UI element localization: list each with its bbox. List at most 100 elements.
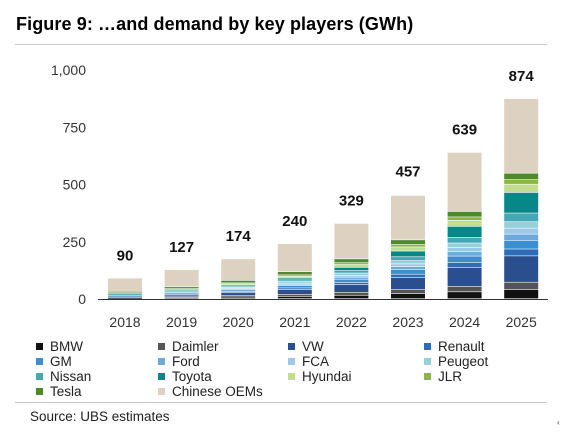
bar-total-label: 127	[169, 239, 194, 256]
bar-segment-chinese-oems	[334, 223, 369, 259]
bar-segment-gm	[221, 290, 256, 292]
bar-segment-tesla	[504, 173, 539, 180]
bar-segment-bmw	[334, 295, 369, 299]
bar-segment-peugeot	[277, 281, 312, 283]
bar-segment-chinese-oems	[164, 269, 199, 287]
bar-segment-jlr	[391, 244, 425, 247]
bar-segment-nissan	[447, 237, 482, 243]
bar-segment-peugeot	[391, 260, 425, 264]
legend-item: Hyundai	[288, 369, 352, 384]
bar-segment-jlr	[277, 275, 312, 276]
legend-item: JLR	[424, 368, 463, 384]
bar-segment-vw	[277, 289, 312, 295]
bar-segment-peugeot	[221, 287, 256, 289]
bar-segment-gm	[504, 240, 539, 249]
legend-item: Ford	[158, 354, 200, 369]
legend-item: VW	[288, 338, 324, 354]
bar-segment-ford	[391, 266, 425, 270]
legend-swatch	[288, 342, 295, 350]
bar-segment-bmw	[447, 292, 482, 299]
legend-swatch	[288, 372, 295, 380]
bar-segment-bmw	[391, 293, 425, 299]
bar-segment-chinese-oems	[504, 98, 539, 173]
bar-segment-chinese-oems	[447, 152, 482, 212]
bar-segment-gm	[334, 279, 369, 283]
legend-label: Daimler	[172, 338, 219, 354]
bar-segment-chinese-oems	[221, 259, 256, 281]
stacked-bar-chart: 0 250 500 750 1,000 90 2018 127 2019 174 2020 240 20…	[51, 62, 548, 330]
bar-segment-toyota	[277, 278, 312, 280]
bar-total-label: 90	[117, 247, 134, 264]
bar-segment-fca	[504, 228, 539, 234]
legend-label: FCA	[302, 353, 329, 369]
legend-swatch	[36, 372, 43, 380]
bar-segment-bmw	[221, 297, 256, 299]
bar-segment-daimler	[221, 296, 256, 297]
bar-segment-fca	[277, 283, 312, 284]
bar-total-label: 639	[452, 122, 477, 139]
bar-segment-vw	[504, 256, 539, 282]
chart-legend: BMW Daimler VW Renault GM Ford FCA Peugeot Nissa…	[36, 338, 536, 400]
legend-swatch	[424, 372, 431, 380]
bar-total-label: 457	[395, 163, 420, 180]
legend-swatch	[36, 342, 43, 350]
y-tick-label: 250	[63, 234, 87, 250]
legend-item: BMW	[36, 339, 83, 354]
bar-segment-fca	[334, 275, 369, 277]
legend-swatch	[158, 387, 165, 395]
legend-swatch	[158, 342, 165, 350]
bar-total-label: 874	[509, 68, 535, 85]
bar-segment-nissan	[504, 213, 539, 222]
bar-segment-tesla	[447, 211, 482, 217]
bar-segment-hyundai	[447, 220, 482, 227]
legend-swatch	[288, 357, 295, 365]
bar-segment-renault	[447, 262, 482, 268]
legend-swatch	[424, 342, 431, 350]
bar-segment-peugeot	[334, 273, 369, 276]
bar-segment-tesla	[334, 259, 369, 263]
x-tick-label: 2024	[449, 314, 480, 330]
bar-segment-toyota	[504, 192, 539, 213]
bar-segment-vw	[391, 277, 425, 290]
legend-label: Renault	[438, 338, 485, 354]
bar-segment-daimler	[391, 289, 425, 294]
bar-segment-renault	[334, 282, 369, 285]
x-tick-label: 2025	[506, 314, 537, 330]
y-tick-label: 750	[63, 119, 87, 135]
legend-label: Chinese OEMs	[172, 383, 263, 399]
bar-segment-peugeot	[504, 222, 539, 228]
bar-segment-vw	[447, 267, 482, 287]
y-tick-label: 0	[78, 291, 86, 307]
legend-swatch	[424, 357, 431, 365]
bar-segment-hyundai	[391, 247, 425, 251]
legend-label: Nissan	[50, 368, 92, 384]
legend-item: Tesla	[36, 384, 82, 399]
bar-segment-fca	[391, 264, 425, 267]
legend-label: VW	[302, 338, 324, 354]
bar-segment-tesla	[164, 287, 199, 289]
bar-segment-gm	[164, 293, 199, 295]
bar-segment-nissan	[334, 270, 369, 273]
legend-item: Renault	[424, 338, 485, 354]
bar-segment-hyundai	[277, 276, 312, 278]
legend-item: Toyota	[158, 369, 212, 384]
bar-segment-toyota	[391, 251, 425, 257]
bar-segment-gm	[391, 269, 425, 274]
bar-segment-jlr	[504, 179, 539, 184]
bar-segment-chinese-oems	[391, 195, 425, 240]
legend-swatch	[158, 357, 165, 365]
legend-item: GM	[36, 354, 72, 369]
legend-item: Daimler	[158, 338, 219, 354]
legend-item: Peugeot	[424, 353, 489, 369]
legend-label: JLR	[438, 368, 463, 384]
bar-segment-jlr	[447, 217, 482, 221]
x-tick-label: 2021	[279, 314, 310, 330]
bar-segment-fca	[447, 247, 482, 252]
legend-label: Peugeot	[438, 353, 489, 369]
bar-segment-vw	[164, 295, 199, 297]
bar-segment-hyundai	[334, 264, 369, 268]
legend-swatch	[36, 357, 43, 365]
bar-segment-toyota	[447, 226, 482, 238]
bar-segment-hyundai	[504, 184, 539, 193]
bar-segment-ford	[447, 252, 482, 256]
